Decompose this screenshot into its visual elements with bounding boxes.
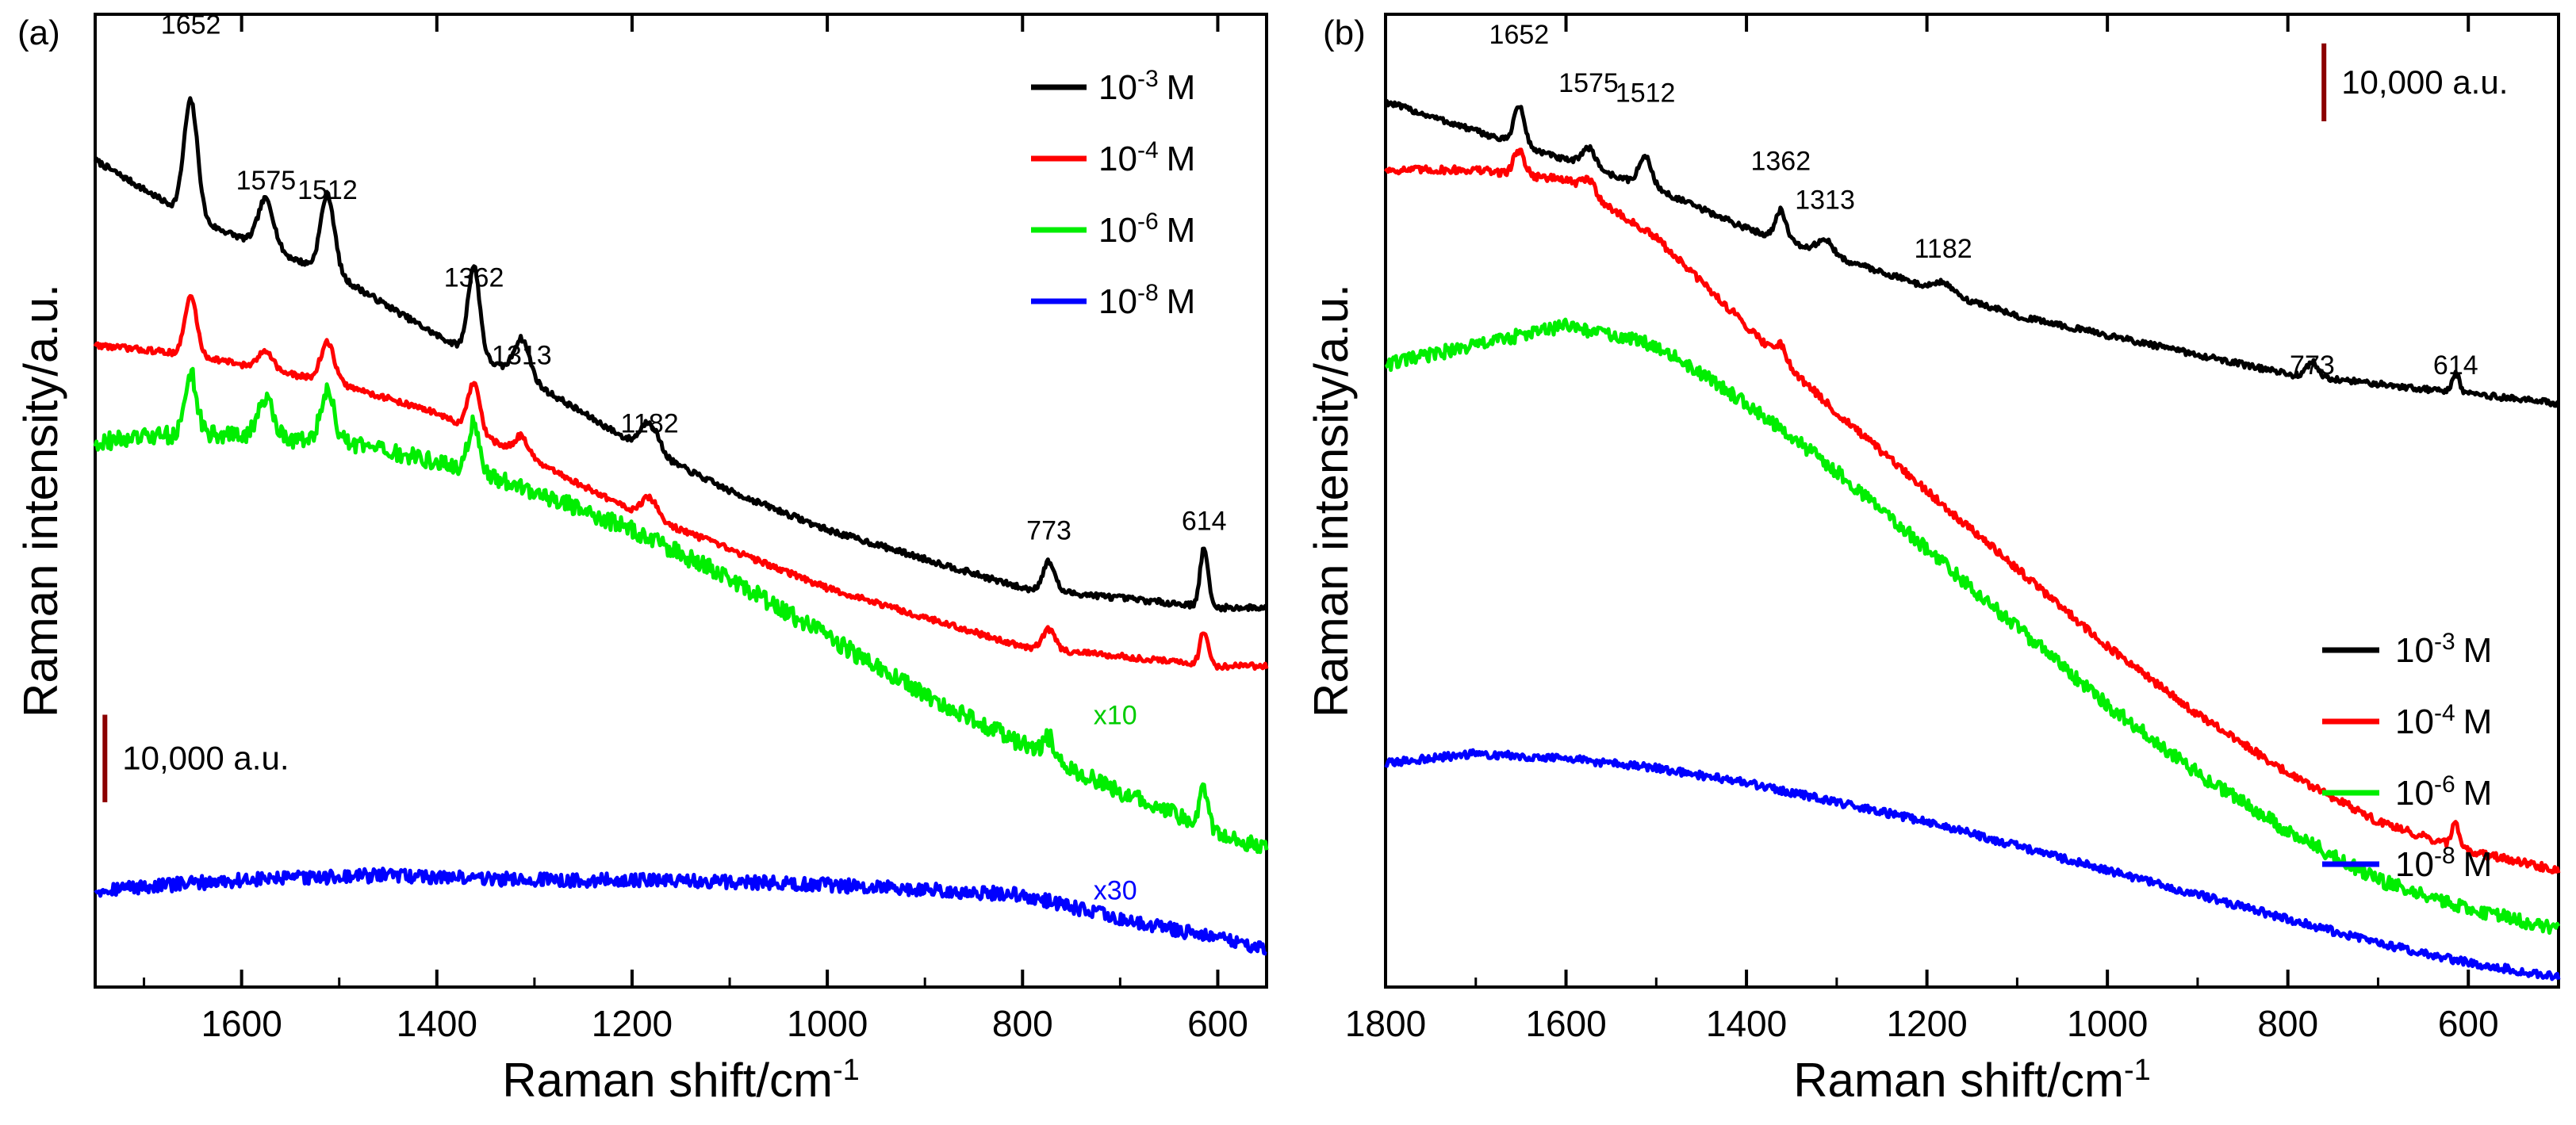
- legend-entry-1: 10-3 M: [2395, 629, 2492, 671]
- legend-exponent: -4: [1137, 137, 1159, 163]
- peak-label: 1362: [1750, 146, 1811, 176]
- panel-a-label: (a): [17, 13, 60, 52]
- x-tick-label: 800: [992, 1003, 1053, 1044]
- legend-base: 10: [2395, 774, 2434, 813]
- x-tick-label: 1400: [397, 1003, 477, 1044]
- series-line-4: [1384, 748, 2561, 982]
- series-line-4: [94, 867, 1267, 956]
- legend-unit: M: [1167, 68, 1196, 107]
- peak-label: 773: [2290, 350, 2335, 381]
- peak-label: 1512: [297, 175, 358, 205]
- peak-label: 1652: [1489, 20, 1550, 50]
- panel-b-chart: 1800 1600 1400 1200 1000 800 600 Raman shift/cm…: [1305, 13, 2561, 1107]
- legend-unit: M: [1167, 140, 1196, 178]
- legend-entry-3: 10-6 M: [2395, 771, 2492, 813]
- legend-unit: M: [2463, 631, 2493, 670]
- peak-label: 1512: [1616, 78, 1676, 108]
- legend-entry-1: 10-3 M: [1098, 66, 1195, 108]
- legend-exponent: -8: [1137, 280, 1159, 306]
- legend-base: 10: [1098, 140, 1137, 178]
- peak-label: 773: [1026, 516, 1071, 546]
- x-tick-label: 1200: [1886, 1003, 1967, 1044]
- peak-label: 1575: [236, 166, 297, 196]
- legend-base: 10: [2395, 631, 2434, 670]
- y-axis-label: Raman intensity/a.u.: [1305, 284, 1358, 717]
- x-axis-label-text: Raman shift/cm: [1793, 1054, 2124, 1107]
- peak-label: 1575: [1558, 68, 1619, 98]
- x-tick-label: 1000: [2067, 1003, 2148, 1044]
- legend-entry-3: 10-6 M: [1098, 209, 1195, 251]
- legend-exponent: -8: [2434, 843, 2455, 869]
- series-line-1: [1383, 98, 2559, 408]
- scale-bar-label: 10,000 a.u.: [2341, 63, 2508, 101]
- plot-frame: [1384, 13, 2560, 989]
- series-line-2: [1383, 147, 2561, 874]
- multiplier-label: x30: [1094, 876, 1137, 906]
- legend-exponent: -4: [2434, 700, 2455, 726]
- peak-label: 614: [2433, 350, 2478, 381]
- legend-exponent: -6: [2434, 771, 2455, 798]
- x-tick-label: 1400: [1706, 1003, 1787, 1044]
- legend-exponent: -6: [1137, 209, 1159, 235]
- series-line-2: [93, 293, 1269, 672]
- legend-exponent: -3: [1137, 66, 1159, 92]
- x-tick-label: 1800: [1345, 1003, 1426, 1044]
- panel-b-label: (b): [1323, 13, 1366, 52]
- legend-unit: M: [1167, 211, 1196, 250]
- x-tick-label: 1000: [787, 1003, 868, 1044]
- legend-entry-2: 10-4 M: [1098, 137, 1195, 179]
- peak-label: 1313: [1795, 185, 1855, 215]
- x-tick-label: 800: [2257, 1003, 2318, 1044]
- x-tick-label: 1600: [1525, 1003, 1606, 1044]
- legend-entry-2: 10-4 M: [2395, 700, 2492, 742]
- peak-label: 1313: [492, 341, 552, 371]
- legend-unit: M: [2463, 774, 2493, 813]
- legend-base: 10: [1098, 211, 1137, 250]
- legend-base: 10: [1098, 282, 1137, 321]
- legend-unit: M: [1167, 282, 1196, 321]
- series-line-3: [1384, 317, 2561, 935]
- peak-label: 1362: [444, 263, 504, 293]
- x-axis-label-text: Raman shift/cm: [502, 1054, 833, 1107]
- x-axis-label-sup: -1: [2124, 1054, 2151, 1087]
- x-tick-label: 1600: [201, 1003, 282, 1044]
- series-line-1: [93, 96, 1269, 613]
- x-axis-label: Raman shift/cm-1: [1793, 1054, 2151, 1107]
- legend-exponent: -3: [2434, 629, 2455, 655]
- scale-bar-label: 10,000 a.u.: [122, 740, 289, 777]
- peak-label: 1182: [621, 409, 679, 439]
- peak-label: 1652: [161, 10, 221, 40]
- x-axis-label: Raman shift/cm-1: [502, 1054, 860, 1107]
- peak-label: 1182: [1915, 234, 1972, 264]
- x-axis-label-sup: -1: [833, 1054, 860, 1087]
- x-tick-label: 1200: [592, 1003, 673, 1044]
- legend-entry-4: 10-8 M: [1098, 280, 1195, 322]
- x-tick-label: 600: [1187, 1003, 1248, 1044]
- legend-entry-4: 10-8 M: [2395, 843, 2492, 885]
- x-tick-label: 600: [2438, 1003, 2499, 1044]
- y-axis-label: Raman intensity/a.u.: [14, 284, 67, 717]
- peak-label: 614: [1182, 506, 1227, 536]
- legend-unit: M: [2463, 845, 2493, 884]
- legend-base: 10: [1098, 68, 1137, 107]
- legend-base: 10: [2395, 845, 2434, 884]
- legend-unit: M: [2463, 702, 2493, 741]
- plot-frame: [94, 13, 1268, 989]
- legend-base: 10: [2395, 702, 2434, 741]
- multiplier-label: x10: [1094, 701, 1137, 731]
- series-line-3: [93, 366, 1269, 855]
